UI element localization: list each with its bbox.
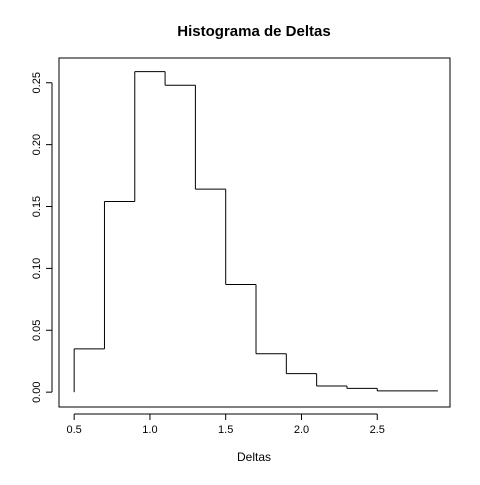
y-tick-label: 0.15 [31,196,43,217]
chart-title: Histograma de Deltas [177,23,330,40]
x-tick-label: 1.0 [142,424,157,436]
y-tick-label: 0.25 [31,72,43,93]
x-tick-label: 0.5 [67,424,82,436]
x-axis-label: Deltas [237,450,271,464]
y-tick-label: 0.20 [31,134,43,155]
x-tick-label: 1.5 [218,424,233,436]
y-tick-label: 0.05 [31,320,43,341]
histogram-bars [73,71,438,393]
x-tick-label: 2.0 [294,424,309,436]
y-tick-label: 0.10 [31,258,43,279]
x-tick-label: 2.5 [370,424,385,436]
plot-frame [58,57,451,408]
y-tick-label: 0.00 [31,381,43,402]
y-axis: 0.00 0.05 0.10 0.15 0.20 0.25 [31,72,53,403]
x-axis: 0.5 1.0 1.5 2.0 2.5 [67,413,385,436]
